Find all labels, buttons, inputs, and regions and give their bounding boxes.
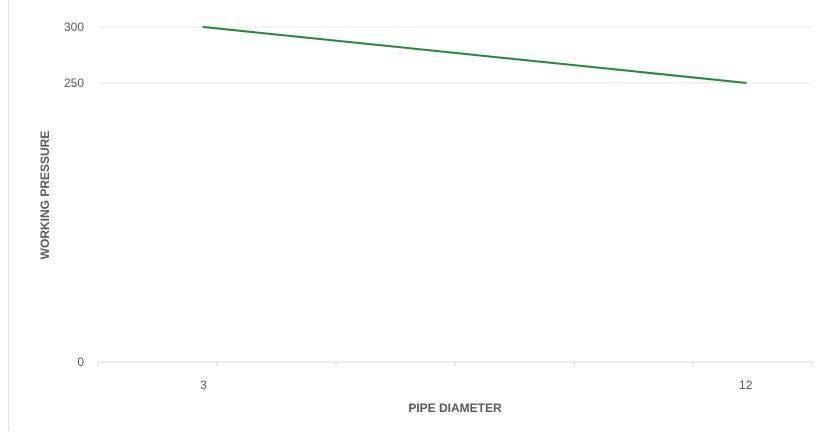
left-border-rule <box>8 0 9 431</box>
axes <box>97 361 813 367</box>
y-tick-label: 300 <box>64 20 84 34</box>
series-group <box>202 26 747 84</box>
tick-labels: 3 12 0 250 300 <box>64 20 753 392</box>
x-tick-label: 12 <box>739 378 753 392</box>
y-tick-label: 250 <box>64 76 84 90</box>
x-axis-title: PIPE DIAMETER <box>408 401 502 415</box>
y-tick-label: 0 <box>77 355 84 369</box>
series-line <box>202 26 747 84</box>
y-axis-title: WORKING PRESSURE <box>38 131 52 260</box>
gridlines <box>98 26 812 84</box>
x-tick-label: 3 <box>200 378 207 392</box>
